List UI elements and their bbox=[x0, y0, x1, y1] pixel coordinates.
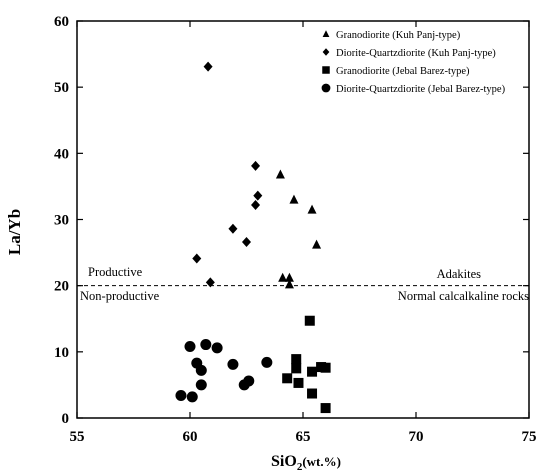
x-axis-title-main: SiO bbox=[271, 453, 297, 470]
data-point-square bbox=[307, 366, 318, 377]
x-tick-label: 65 bbox=[296, 429, 311, 445]
legend-marker-shape bbox=[322, 48, 330, 56]
y-tick-label: 20 bbox=[54, 279, 69, 295]
data-point-triangle bbox=[284, 279, 294, 289]
data-point-triangle bbox=[289, 194, 299, 204]
legend-label: Granodiorite (Jebal Barez-type) bbox=[336, 66, 470, 77]
y-axis-title: La/Yb bbox=[5, 209, 24, 255]
data-point-square bbox=[291, 363, 302, 374]
data-point-square bbox=[304, 315, 315, 326]
label-adakites: Adakites bbox=[437, 267, 482, 281]
legend-marker-shape bbox=[322, 30, 330, 37]
data-point-circle bbox=[227, 358, 239, 370]
data-point-circle bbox=[211, 342, 223, 354]
data-point-square bbox=[320, 362, 331, 373]
data-point-square bbox=[320, 403, 331, 414]
y-tick-label: 60 bbox=[54, 14, 69, 30]
data-point-circle bbox=[195, 379, 207, 391]
legend-marker-circle bbox=[321, 83, 331, 93]
data-point-circle bbox=[195, 364, 207, 376]
legend: Granodiorite (Kuh Panj-type) Diorite-Quar… bbox=[321, 30, 506, 95]
plot-border bbox=[76, 20, 530, 419]
data-point-diamond bbox=[251, 160, 261, 171]
data-point-triangle bbox=[307, 204, 317, 214]
data-point-triangle bbox=[278, 272, 288, 282]
y-tick-label: 10 bbox=[54, 345, 69, 361]
data-point-diamond bbox=[205, 277, 215, 288]
legend-label: Diorite-Quartzdiorite (Kuh Panj-type) bbox=[336, 48, 496, 59]
x-axis-title: SiO2(wt.%) bbox=[271, 453, 341, 473]
legend-marker-square bbox=[322, 66, 330, 74]
y-tick-label: 50 bbox=[54, 80, 69, 96]
label-productive: Productive bbox=[88, 265, 143, 279]
y-tick-label: 30 bbox=[54, 213, 69, 229]
data-point-circle bbox=[186, 391, 198, 403]
data-point-circle bbox=[200, 339, 212, 351]
data-point-triangle bbox=[275, 169, 285, 179]
x-axis-title-subscript: 2 bbox=[297, 461, 303, 473]
data-points bbox=[175, 61, 331, 414]
x-tick-label: 70 bbox=[409, 429, 424, 445]
data-point-circle bbox=[238, 379, 250, 391]
x-axis-title-unit: (wt.%) bbox=[302, 454, 341, 469]
label-non-productive: Non-productive bbox=[80, 289, 160, 303]
legend-marker-triangle bbox=[322, 30, 330, 37]
data-point-square bbox=[282, 373, 293, 384]
y-tick-label: 40 bbox=[54, 146, 69, 162]
data-point-triangle bbox=[284, 272, 294, 282]
data-point-square bbox=[293, 377, 304, 388]
data-point-diamond bbox=[242, 236, 251, 247]
data-point-diamond bbox=[192, 253, 202, 264]
data-point-square bbox=[291, 354, 302, 365]
data-point-diamond bbox=[203, 61, 213, 72]
data-point-circle bbox=[184, 341, 196, 353]
x-tick-label: 75 bbox=[522, 429, 537, 445]
data-point-circle bbox=[261, 356, 273, 368]
data-point-diamond bbox=[251, 199, 261, 210]
data-point-diamond bbox=[228, 223, 238, 234]
legend-marker-shape bbox=[322, 66, 330, 74]
x-tick-label: 55 bbox=[70, 429, 85, 445]
y-tick-label: 0 bbox=[62, 411, 70, 427]
legend-label: Diorite-Quartzdiorite (Jebal Barez-type) bbox=[336, 84, 506, 95]
x-tick-label: 60 bbox=[183, 429, 198, 445]
label-normal-calcalkaline: Normal calcalkaline rocks bbox=[398, 289, 529, 303]
legend-marker-diamond bbox=[322, 48, 330, 56]
data-point-square bbox=[307, 388, 318, 399]
legend-label: Granodiorite (Kuh Panj-type) bbox=[336, 30, 461, 41]
data-point-triangle bbox=[312, 239, 322, 249]
data-point-diamond bbox=[253, 190, 263, 201]
plot-frame bbox=[76, 20, 530, 419]
legend-marker-shape bbox=[321, 83, 331, 93]
data-point-circle bbox=[175, 390, 187, 402]
axis-ticks: 55 60 65 70 75 0 10 20 30 40 50 60 bbox=[54, 14, 537, 445]
